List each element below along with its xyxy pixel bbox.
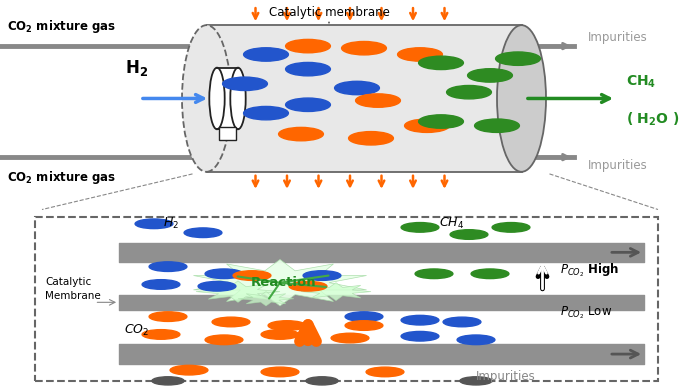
Text: Reaction: Reaction bbox=[251, 276, 316, 289]
Circle shape bbox=[450, 230, 488, 239]
Circle shape bbox=[492, 223, 530, 232]
Ellipse shape bbox=[182, 25, 231, 172]
Text: $\mathbf{CO_2}$ mixture gas: $\mathbf{CO_2}$ mixture gas bbox=[7, 18, 116, 35]
Text: $H_2$: $H_2$ bbox=[164, 216, 179, 231]
Circle shape bbox=[457, 335, 495, 345]
Circle shape bbox=[401, 331, 439, 341]
Ellipse shape bbox=[209, 68, 225, 129]
Circle shape bbox=[198, 281, 236, 291]
Circle shape bbox=[460, 377, 492, 385]
Circle shape bbox=[205, 335, 243, 345]
Circle shape bbox=[345, 321, 383, 330]
Polygon shape bbox=[301, 283, 371, 301]
Text: $CO_2$: $CO_2$ bbox=[124, 322, 149, 338]
Circle shape bbox=[205, 269, 243, 279]
Circle shape bbox=[401, 315, 439, 325]
Circle shape bbox=[349, 132, 393, 145]
Text: Impurities: Impurities bbox=[476, 370, 536, 383]
Bar bbox=[217, 68, 238, 129]
Circle shape bbox=[279, 127, 323, 141]
Circle shape bbox=[170, 365, 208, 375]
Circle shape bbox=[268, 321, 306, 330]
Polygon shape bbox=[238, 292, 294, 306]
Circle shape bbox=[244, 106, 288, 120]
Circle shape bbox=[286, 40, 330, 53]
Circle shape bbox=[331, 333, 369, 343]
Circle shape bbox=[244, 48, 288, 61]
Circle shape bbox=[149, 262, 187, 272]
Circle shape bbox=[401, 223, 439, 232]
Circle shape bbox=[142, 330, 180, 339]
Polygon shape bbox=[193, 260, 367, 306]
Circle shape bbox=[135, 219, 173, 229]
Text: Impurities: Impurities bbox=[588, 159, 648, 172]
Text: Impurities: Impurities bbox=[588, 31, 648, 44]
Circle shape bbox=[366, 367, 404, 377]
Circle shape bbox=[345, 312, 383, 321]
Circle shape bbox=[447, 85, 491, 99]
Text: $P_{CO_2}$ High: $P_{CO_2}$ High bbox=[560, 262, 620, 279]
Circle shape bbox=[289, 281, 327, 291]
Text: $\mathbf{CH_4}$: $\mathbf{CH_4}$ bbox=[626, 74, 657, 90]
Circle shape bbox=[261, 367, 299, 377]
Circle shape bbox=[212, 317, 250, 327]
Circle shape bbox=[184, 228, 222, 237]
Polygon shape bbox=[196, 281, 280, 302]
Circle shape bbox=[261, 330, 299, 339]
Text: $\mathbf{(\ H_2O\ )}$: $\mathbf{(\ H_2O\ )}$ bbox=[626, 111, 680, 128]
Circle shape bbox=[223, 77, 267, 90]
Bar bbox=[219, 127, 236, 140]
Circle shape bbox=[356, 94, 400, 107]
Circle shape bbox=[286, 62, 330, 76]
Circle shape bbox=[471, 269, 509, 279]
Text: $CH_4$: $CH_4$ bbox=[439, 216, 464, 231]
Circle shape bbox=[405, 119, 449, 132]
Ellipse shape bbox=[230, 68, 246, 129]
Text: $P_{CO_2}$ Low: $P_{CO_2}$ Low bbox=[560, 305, 612, 321]
Circle shape bbox=[398, 48, 442, 61]
Circle shape bbox=[342, 42, 386, 55]
Text: $\mathbf{H_2}$: $\mathbf{H_2}$ bbox=[125, 57, 148, 78]
Circle shape bbox=[419, 115, 463, 128]
Ellipse shape bbox=[497, 25, 546, 172]
Circle shape bbox=[415, 269, 453, 279]
FancyBboxPatch shape bbox=[35, 217, 658, 381]
Circle shape bbox=[475, 119, 519, 132]
Bar bbox=[206, 25, 522, 172]
Circle shape bbox=[496, 52, 540, 65]
Circle shape bbox=[152, 377, 184, 385]
Circle shape bbox=[149, 312, 187, 321]
Circle shape bbox=[233, 271, 271, 281]
Circle shape bbox=[468, 69, 512, 82]
Circle shape bbox=[303, 271, 341, 281]
Circle shape bbox=[419, 56, 463, 69]
Circle shape bbox=[306, 377, 338, 385]
Text: Catalytic membrane: Catalytic membrane bbox=[269, 6, 389, 23]
Text: $\mathbf{CO_2}$ mixture gas: $\mathbf{CO_2}$ mixture gas bbox=[7, 168, 116, 185]
Circle shape bbox=[443, 317, 481, 327]
Circle shape bbox=[286, 98, 330, 111]
Text: Catalytic
Membrane: Catalytic Membrane bbox=[46, 277, 102, 301]
Circle shape bbox=[142, 280, 180, 289]
Circle shape bbox=[335, 81, 379, 95]
